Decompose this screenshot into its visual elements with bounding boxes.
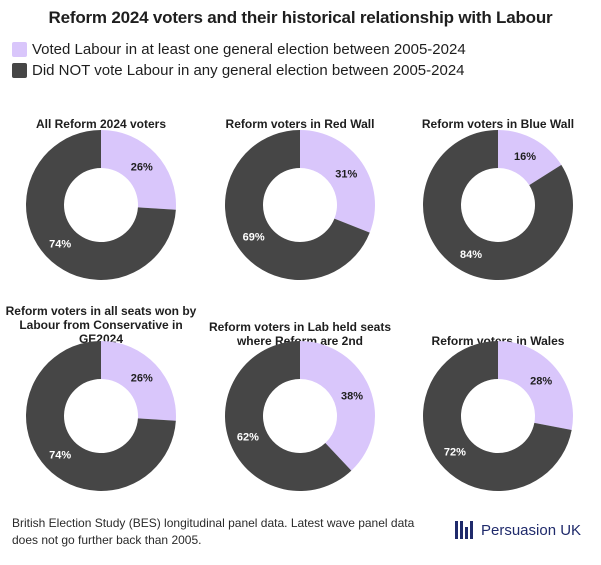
persuasion-uk-logo-icon	[455, 521, 475, 539]
value-label-voted-labour: 16%	[514, 151, 536, 163]
value-label-voted-labour: 38%	[341, 390, 363, 402]
slice-voted-labour	[300, 130, 376, 233]
value-label-voted-labour: 28%	[530, 375, 552, 387]
donut-title: Reform voters in Lab held seats where Ref…	[209, 320, 391, 348]
slice-not-voted-labour	[423, 341, 572, 491]
slice-not-voted-labour	[422, 130, 573, 280]
value-label-voted-labour: 26%	[131, 373, 153, 385]
slice-voted-labour	[101, 130, 176, 210]
slice-voted-labour	[498, 341, 573, 431]
value-label-voted-labour: 31%	[335, 169, 357, 181]
donut-title: Reform voters in Wales	[432, 334, 565, 348]
legend-swatch-not-voted-labour	[12, 63, 27, 78]
value-label-not-voted-labour: 69%	[243, 231, 265, 243]
legend-label-voted-labour: Voted Labour in at least one general ele…	[32, 41, 466, 58]
value-label-not-voted-labour: 72%	[444, 447, 466, 459]
value-label-not-voted-labour: 74%	[49, 449, 71, 461]
slice-voted-labour	[498, 130, 562, 186]
chart-title: Reform 2024 voters and their historical …	[48, 8, 553, 27]
slice-not-voted-labour	[25, 341, 176, 491]
legend-item-voted-labour: Voted Labour in at least one general ele…	[12, 39, 466, 60]
brand-name: Persuasion UK	[481, 521, 582, 539]
donut-title: Reform voters in Red Wall	[226, 117, 375, 131]
legend-label-not-voted-labour: Did NOT vote Labour in any general elect…	[32, 62, 465, 79]
donut-title: Reform voters in all seats won by Labour …	[6, 304, 197, 346]
value-label-not-voted-labour: 84%	[460, 249, 482, 261]
donut-title: Reform voters in Blue Wall	[422, 117, 574, 131]
slice-not-voted-labour	[225, 341, 352, 492]
legend-swatch-voted-labour	[12, 42, 27, 57]
slice-voted-labour	[101, 341, 176, 421]
value-label-not-voted-labour: 74%	[49, 238, 71, 250]
value-label-voted-labour: 26%	[131, 162, 153, 174]
legend-item-not-voted-labour: Did NOT vote Labour in any general elect…	[12, 60, 466, 81]
slice-not-voted-labour	[25, 130, 176, 280]
value-label-not-voted-labour: 62%	[237, 432, 259, 444]
slice-not-voted-labour	[225, 130, 370, 280]
persuasion-uk-logo: Persuasion UK	[455, 521, 581, 539]
legend: Voted Labour in at least one general ele…	[12, 39, 466, 81]
slice-voted-labour	[300, 341, 376, 471]
source-footnote: British Election Study (BES) longitudina…	[12, 516, 415, 547]
donut-title: All Reform 2024 voters	[36, 117, 166, 131]
